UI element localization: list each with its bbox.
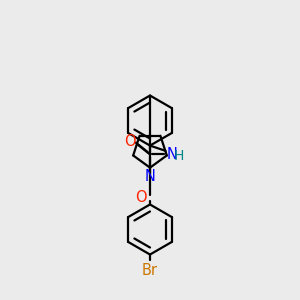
Text: O: O xyxy=(124,134,135,149)
Text: N: N xyxy=(145,169,155,184)
Text: H: H xyxy=(174,149,184,163)
Text: N: N xyxy=(166,147,177,162)
Text: O: O xyxy=(135,190,146,205)
Text: Br: Br xyxy=(142,263,158,278)
